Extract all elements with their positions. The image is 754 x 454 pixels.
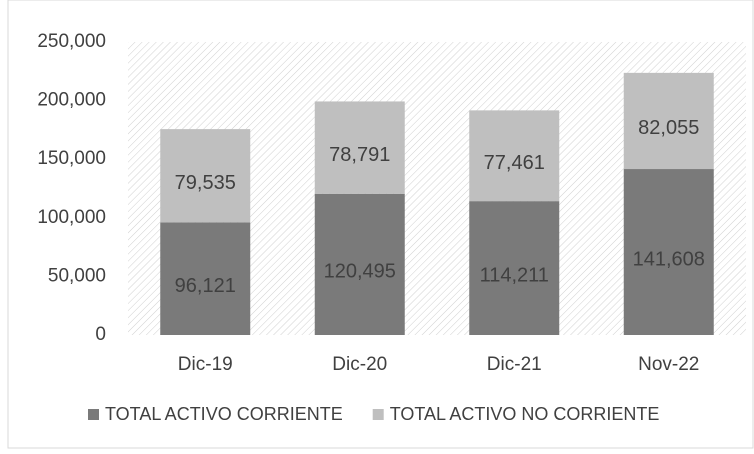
legend-label: TOTAL ACTIVO CORRIENTE — [105, 404, 343, 424]
x-tick-label: Dic-21 — [487, 354, 542, 375]
data-label: 78,791 — [329, 144, 390, 166]
bar-segment — [314, 193, 405, 335]
x-tick-label: Dic-20 — [332, 354, 387, 375]
data-label: 114,211 — [480, 264, 549, 286]
y-tick-label: 150,000 — [37, 148, 106, 169]
y-tick-label: 250,000 — [37, 31, 106, 52]
legend-swatch — [372, 409, 384, 420]
x-tick-label: Nov-22 — [638, 354, 699, 375]
bar-segment — [160, 222, 251, 335]
data-label: 77,461 — [484, 152, 545, 174]
bar-segment — [469, 110, 560, 202]
legend-label: TOTAL ACTIVO NO CORRIENTE — [390, 404, 660, 424]
data-label: 82,055 — [638, 117, 699, 139]
y-tick-label: 200,000 — [37, 90, 106, 111]
y-tick-label: 50,000 — [48, 265, 106, 286]
y-tick-label: 100,000 — [37, 207, 106, 228]
data-label: 120,495 — [324, 261, 396, 283]
y-tick-label: 0 — [95, 324, 106, 345]
bar-segment — [623, 72, 714, 170]
data-label: 141,608 — [633, 248, 705, 270]
bar-segment — [469, 201, 560, 335]
data-label: 79,535 — [175, 172, 236, 194]
bar-segment — [623, 169, 714, 335]
bar-segment — [314, 101, 405, 194]
data-label: 96,121 — [175, 275, 236, 297]
bar-segment — [160, 129, 251, 223]
x-tick-label: Dic-19 — [178, 354, 233, 375]
legend-swatch — [88, 409, 99, 420]
